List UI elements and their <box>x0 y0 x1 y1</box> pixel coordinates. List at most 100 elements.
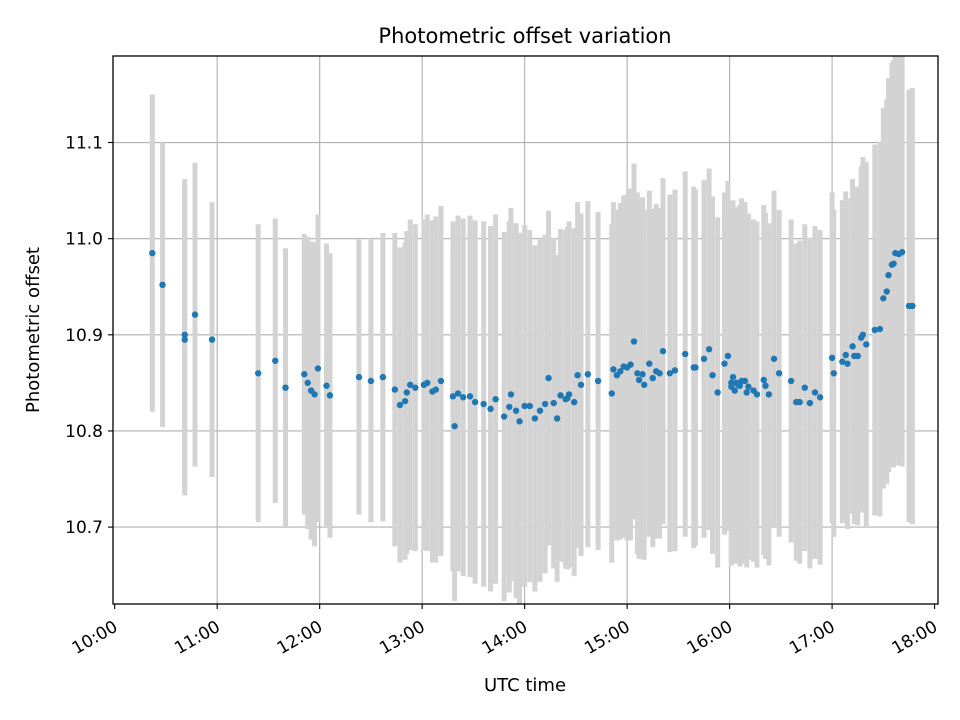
data-point <box>828 354 836 362</box>
y-tick-label: 10.9 <box>65 326 103 346</box>
data-point <box>208 336 216 343</box>
plot-frame <box>112 55 939 605</box>
data-point <box>181 336 188 343</box>
data-points <box>149 248 916 430</box>
data-point <box>871 326 879 334</box>
data-point <box>181 331 188 339</box>
data-point <box>557 392 564 399</box>
data-point <box>367 377 375 385</box>
data-point <box>379 373 387 381</box>
data-point <box>890 260 897 267</box>
data-point <box>521 402 528 410</box>
data-point <box>526 402 533 410</box>
data-point <box>574 371 581 379</box>
y-tick-label: 11.0 <box>65 230 103 250</box>
data-point <box>714 389 721 396</box>
data-point <box>323 382 330 389</box>
data-point <box>844 360 851 367</box>
data-point <box>149 249 156 257</box>
data-point <box>634 370 641 377</box>
data-point <box>617 368 624 375</box>
data-point <box>728 379 735 387</box>
data-point <box>883 288 890 295</box>
data-point <box>787 377 795 385</box>
data-point <box>753 391 761 398</box>
data-point <box>830 370 838 377</box>
data-point <box>584 371 592 378</box>
x-tick-label: 18:00 <box>889 617 941 659</box>
data-point <box>326 392 334 399</box>
data-point <box>649 374 656 382</box>
data-point <box>412 384 419 391</box>
data-point <box>403 389 410 396</box>
data-point <box>816 394 824 401</box>
data-point <box>449 393 457 400</box>
data-point <box>641 381 648 388</box>
x-axis: 10:00 11:00 12:00 13:00 14:00 15:00 16:00 17:00… <box>69 604 941 659</box>
data-point <box>553 415 561 422</box>
data-point <box>480 400 487 408</box>
data-point <box>692 364 699 371</box>
data-point <box>314 365 322 372</box>
data-point <box>459 394 467 401</box>
data-point <box>487 405 494 413</box>
data-point <box>682 350 689 358</box>
data-point <box>432 386 440 393</box>
error-bars <box>149 56 915 604</box>
data-point <box>745 383 752 390</box>
data-point <box>700 355 708 363</box>
data-point <box>471 398 479 406</box>
data-point <box>671 367 679 374</box>
data-point <box>401 397 409 405</box>
data-point <box>565 391 573 398</box>
data-point <box>880 295 887 302</box>
x-axis-label: UTC time <box>484 675 566 696</box>
data-point <box>801 384 808 391</box>
data-point <box>796 398 803 406</box>
data-point <box>849 343 856 350</box>
data-point <box>159 281 166 289</box>
data-point <box>516 418 523 425</box>
data-point <box>577 381 585 388</box>
data-point <box>355 373 363 381</box>
data-point <box>424 379 431 387</box>
data-point <box>550 399 557 407</box>
data-point <box>630 338 638 345</box>
data-point <box>775 370 783 377</box>
data-point <box>304 379 311 387</box>
data-point <box>709 371 716 379</box>
data-point <box>909 302 916 310</box>
data-point <box>863 341 870 348</box>
chart-title: Photometric offset variation <box>378 24 671 48</box>
data-point <box>610 366 617 373</box>
data-point <box>876 325 884 333</box>
data-point <box>666 370 674 377</box>
data-point <box>391 386 399 393</box>
y-axis-label: Photometric offset <box>23 247 44 413</box>
data-point <box>743 389 750 396</box>
data-point <box>407 381 414 388</box>
data-point <box>437 377 445 385</box>
data-point <box>506 403 513 411</box>
data-point <box>507 391 515 398</box>
data-point <box>762 382 769 389</box>
data-point <box>724 352 732 360</box>
data-point <box>272 357 279 364</box>
data-point <box>721 360 728 367</box>
data-point <box>659 347 667 355</box>
x-tick-label: 14:00 <box>479 617 531 659</box>
data-point <box>898 248 906 256</box>
data-point <box>639 371 646 378</box>
x-tick-label: 12:00 <box>274 617 326 659</box>
x-tick-label: 13:00 <box>376 617 428 659</box>
data-point <box>191 311 199 318</box>
data-point <box>570 398 578 406</box>
data-point <box>854 352 861 360</box>
x-tick-label: 10:00 <box>69 617 121 659</box>
data-point <box>635 376 643 384</box>
data-point <box>811 389 819 396</box>
data-point <box>705 346 713 353</box>
data-point <box>500 413 508 420</box>
x-tick-label: 15:00 <box>581 617 633 659</box>
